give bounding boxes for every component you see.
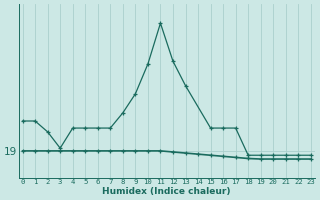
- X-axis label: Humidex (Indice chaleur): Humidex (Indice chaleur): [102, 187, 231, 196]
